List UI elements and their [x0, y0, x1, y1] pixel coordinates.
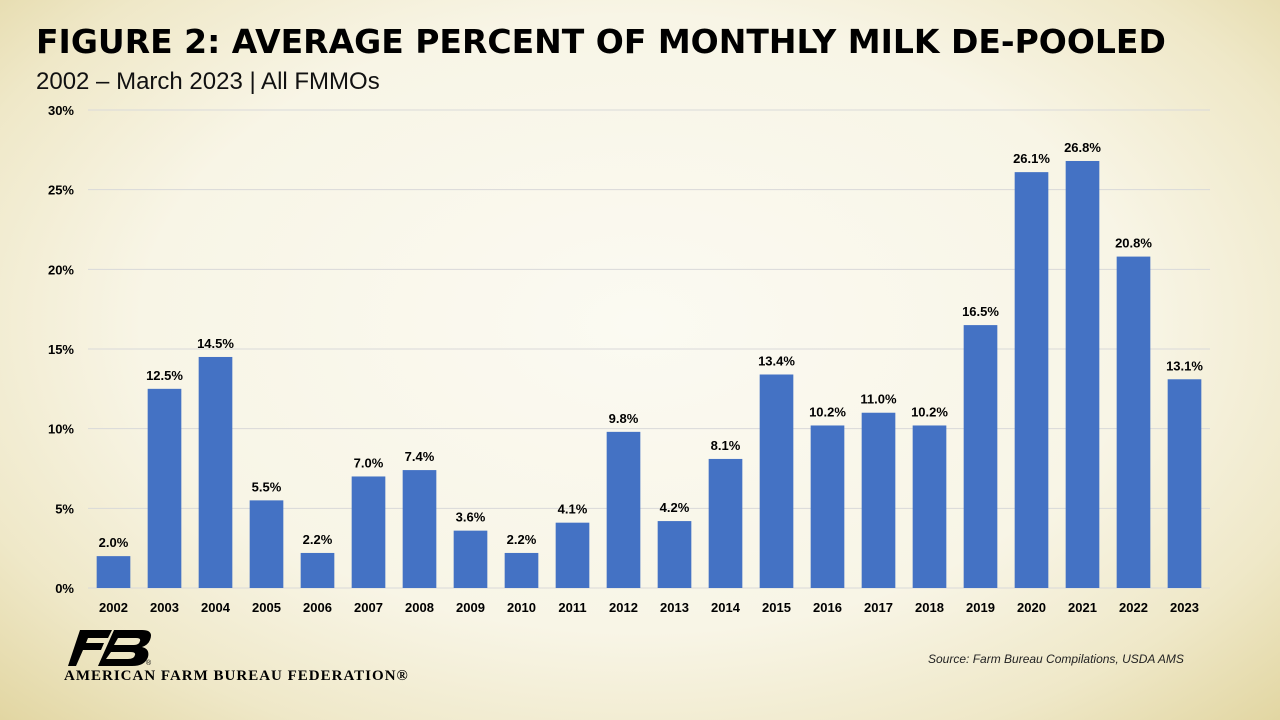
- bar: [912, 425, 947, 588]
- bar: [657, 521, 692, 588]
- bars: [96, 160, 1202, 588]
- y-tick-label: 30%: [48, 103, 74, 118]
- chart-subtitle: 2002 – March 2023 | All FMMOs: [36, 68, 380, 95]
- x-tick-label: 2009: [456, 600, 485, 615]
- bar: [1116, 256, 1151, 588]
- bar: [249, 500, 284, 588]
- organization-name: AMERICAN FARM BUREAU FEDERATION®: [64, 668, 409, 684]
- x-tick-label: 2005: [252, 600, 281, 615]
- bar: [1065, 160, 1100, 588]
- y-tick-label: 15%: [48, 342, 74, 357]
- x-axis-tick-labels: 2002 2003 2004 2005 2006 2007 2008 2009 2010 2011…: [99, 600, 1199, 615]
- bar: [198, 356, 233, 588]
- bar: [96, 556, 131, 588]
- bar: [504, 552, 539, 588]
- x-tick-label: 2011: [558, 600, 586, 615]
- bar: [402, 470, 437, 588]
- x-tick-label: 2004: [201, 600, 231, 615]
- data-labels: 2.0% 12.5% 14.5% 5.5% 2.2% 7.0% 7.4% 3.6% 2.2% 4.…: [99, 140, 1204, 550]
- x-tick-label: 2006: [303, 600, 332, 615]
- chart-title: FIGURE 2: AVERAGE PERCENT OF MONTHLY MIL…: [36, 22, 1166, 61]
- y-axis-tick-labels: 0% 5% 10% 15% 20% 25% 30%: [48, 103, 74, 596]
- data-label: 10.2%: [911, 404, 948, 419]
- data-label: 11.0%: [860, 392, 897, 407]
- x-tick-label: 2019: [966, 600, 995, 615]
- x-tick-label: 2020: [1017, 600, 1046, 615]
- data-label: 8.1%: [711, 438, 741, 453]
- data-label: 14.5%: [197, 336, 234, 351]
- data-label: 13.4%: [758, 353, 795, 368]
- bar: [555, 522, 590, 588]
- data-label: 12.5%: [146, 368, 183, 383]
- data-label: 4.2%: [660, 500, 690, 515]
- data-label: 13.1%: [1166, 358, 1203, 373]
- x-tick-label: 2014: [711, 600, 741, 615]
- data-label: 5.5%: [252, 479, 282, 494]
- x-tick-label: 2013: [660, 600, 689, 615]
- bar: [300, 552, 335, 588]
- bar: [963, 325, 998, 588]
- x-tick-label: 2017: [864, 600, 893, 615]
- y-tick-label: 5%: [55, 501, 74, 516]
- x-tick-label: 2007: [354, 600, 383, 615]
- bar: [810, 425, 845, 588]
- y-tick-label: 0%: [55, 581, 74, 596]
- y-tick-label: 20%: [48, 262, 74, 277]
- bar: [759, 374, 794, 588]
- source-note: Source: Farm Bureau Compilations, USDA A…: [928, 652, 1184, 666]
- data-label: 3.6%: [456, 510, 486, 525]
- x-tick-label: 2008: [405, 600, 434, 615]
- bar: [453, 530, 488, 588]
- data-label: 2.2%: [507, 532, 537, 547]
- data-label: 7.0%: [354, 455, 384, 470]
- data-label: 26.1%: [1013, 151, 1050, 166]
- data-label: 4.1%: [558, 502, 588, 517]
- y-tick-label: 10%: [48, 422, 74, 437]
- x-tick-label: 2010: [507, 600, 536, 615]
- bar: [861, 412, 896, 588]
- x-tick-label: 2002: [99, 600, 128, 615]
- x-tick-label: 2012: [609, 600, 638, 615]
- y-tick-label: 25%: [48, 183, 74, 198]
- data-label: 2.0%: [99, 535, 129, 550]
- svg-text:®: ®: [146, 659, 152, 666]
- data-label: 26.8%: [1064, 140, 1101, 155]
- x-tick-label: 2021: [1068, 600, 1097, 615]
- data-label: 16.5%: [962, 304, 999, 319]
- bar: [1014, 172, 1049, 588]
- bar: [606, 431, 641, 588]
- x-tick-label: 2022: [1119, 600, 1148, 615]
- data-label: 20.8%: [1115, 236, 1152, 251]
- bar: [1167, 379, 1202, 588]
- x-tick-label: 2023: [1170, 600, 1199, 615]
- bar: [351, 476, 386, 588]
- data-label: 9.8%: [609, 411, 639, 426]
- x-tick-label: 2003: [150, 600, 179, 615]
- bar: [147, 388, 182, 588]
- farm-bureau-logo-icon: ®: [68, 630, 154, 671]
- x-tick-label: 2018: [915, 600, 944, 615]
- bar: [708, 458, 743, 588]
- data-label: 10.2%: [809, 404, 846, 419]
- data-label: 7.4%: [405, 449, 435, 464]
- x-tick-label: 2015: [762, 600, 791, 615]
- data-label: 2.2%: [303, 532, 333, 547]
- x-tick-label: 2016: [813, 600, 842, 615]
